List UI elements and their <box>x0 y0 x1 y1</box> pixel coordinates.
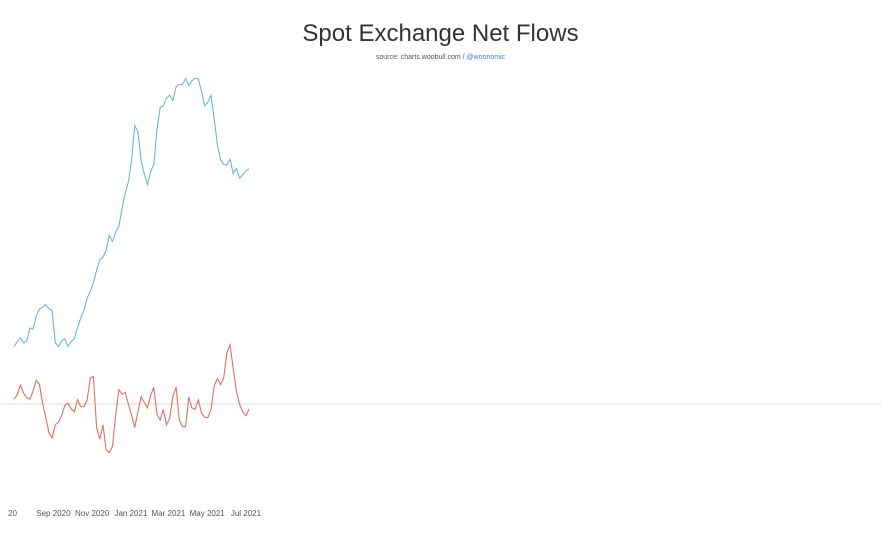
x-tick-label: 20 <box>8 509 17 518</box>
x-tick-label: Mar 2021 <box>152 509 186 518</box>
x-tick-label: Jan 2021 <box>114 509 147 518</box>
x-tick-label: Sep 2020 <box>36 509 71 518</box>
chart-title: Spot Exchange Net Flows <box>302 20 579 47</box>
series-line-lower <box>13 342 250 454</box>
x-tick-label: May 2021 <box>190 509 226 518</box>
series-line-upper <box>13 77 250 348</box>
source-text: source: charts.woobull.com / <box>375 54 467 61</box>
x-tick-label: Nov 2020 <box>75 509 110 518</box>
source-handle-link[interactable]: @woonomic <box>466 54 506 61</box>
x-tick-label: Jul 2021 <box>231 509 262 518</box>
chart-subtitle: source: charts.woobull.com / @woonomic <box>0 54 881 61</box>
x-axis: 20 Sep 2020 Nov 2020 Jan 2021 Mar 2021 May 20… <box>8 509 262 518</box>
